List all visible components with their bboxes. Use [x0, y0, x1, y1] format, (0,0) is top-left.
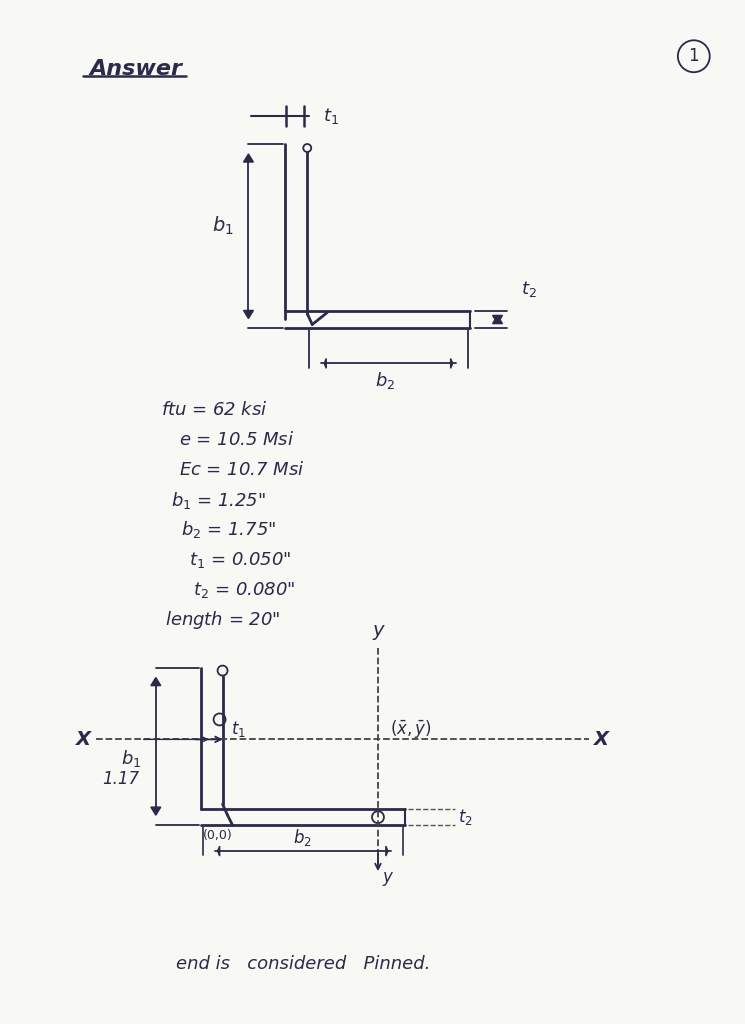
Polygon shape — [492, 315, 502, 324]
Text: X: X — [595, 730, 609, 749]
Text: $Ec$ = 10.7 Msi: $Ec$ = 10.7 Msi — [179, 461, 304, 479]
Polygon shape — [451, 358, 453, 369]
Polygon shape — [151, 678, 161, 686]
Text: end is   considered   Pinned.: end is considered Pinned. — [176, 954, 430, 973]
Polygon shape — [151, 807, 161, 815]
Text: $b_2$: $b_2$ — [293, 826, 311, 848]
Text: $ftu$ = 62 ksi: $ftu$ = 62 ksi — [161, 401, 267, 419]
Text: $e$ = 10.5 Msi: $e$ = 10.5 Msi — [179, 431, 294, 450]
Text: $t_2$: $t_2$ — [522, 279, 537, 299]
Text: $b_1$: $b_1$ — [212, 215, 233, 237]
Text: $t_1$: $t_1$ — [323, 106, 339, 126]
Text: Answer: Answer — [89, 59, 182, 79]
Polygon shape — [244, 310, 253, 318]
Text: 1.17: 1.17 — [102, 770, 139, 788]
Text: $t_1$ = 0.050": $t_1$ = 0.050" — [188, 550, 291, 570]
Text: y: y — [372, 621, 384, 640]
Text: $t_1$: $t_1$ — [230, 720, 245, 739]
Text: $b_2$ = 1.75": $b_2$ = 1.75" — [181, 519, 276, 541]
Polygon shape — [492, 315, 502, 324]
Polygon shape — [386, 846, 388, 856]
Text: $length$ = 20": $length$ = 20" — [165, 608, 280, 631]
Text: $t_2$: $t_2$ — [457, 807, 472, 827]
Polygon shape — [324, 358, 326, 369]
Text: $b_1$: $b_1$ — [121, 748, 141, 769]
Text: $b_2$: $b_2$ — [375, 370, 395, 391]
Text: 1: 1 — [688, 47, 699, 66]
Text: $(\bar{x}, \bar{y})$: $(\bar{x}, \bar{y})$ — [390, 719, 431, 740]
Text: $t_2$ = 0.080": $t_2$ = 0.080" — [193, 580, 295, 600]
Text: y: y — [382, 868, 392, 886]
Text: (0,0): (0,0) — [203, 829, 232, 842]
Polygon shape — [244, 154, 253, 162]
Text: $b_1$ = 1.25": $b_1$ = 1.25" — [171, 489, 265, 511]
Text: X: X — [76, 730, 91, 749]
Polygon shape — [218, 846, 220, 856]
